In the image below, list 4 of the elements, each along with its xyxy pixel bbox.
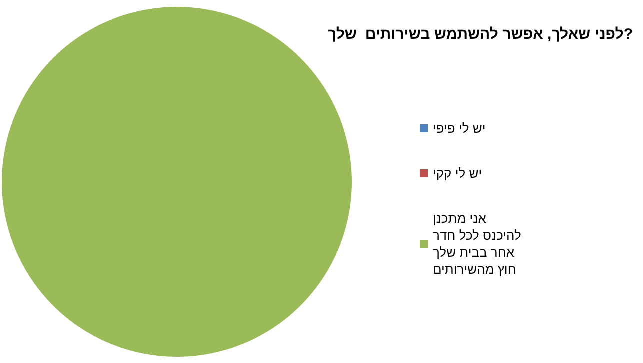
legend-label: יש לי קקי [433, 166, 482, 181]
legend-label: אני מתכנן להיכנס לכל חדר אחר בבית שלך חוץ מהשירותים [433, 211, 526, 277]
legend-label: יש לי פיפי [433, 121, 486, 136]
text: לפני שאלך, אפשר להשתמש בשירותים שלך? [328, 26, 634, 43]
